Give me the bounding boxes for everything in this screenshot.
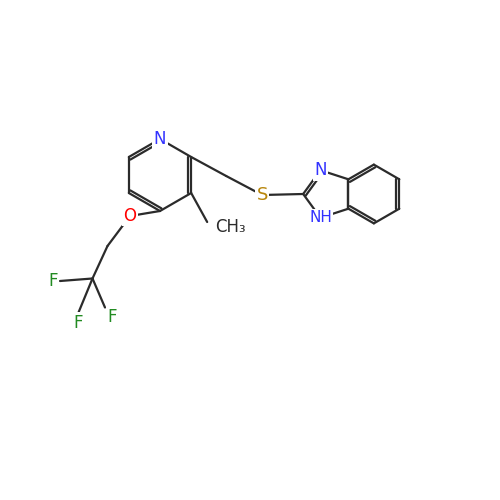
Text: N: N <box>154 130 166 148</box>
Text: O: O <box>124 207 136 225</box>
Text: NH: NH <box>309 210 332 226</box>
Text: F: F <box>48 272 58 290</box>
Text: S: S <box>256 186 268 204</box>
Text: F: F <box>74 314 83 332</box>
Text: CH₃: CH₃ <box>214 218 246 236</box>
Text: N: N <box>314 161 326 179</box>
Text: F: F <box>108 308 117 326</box>
